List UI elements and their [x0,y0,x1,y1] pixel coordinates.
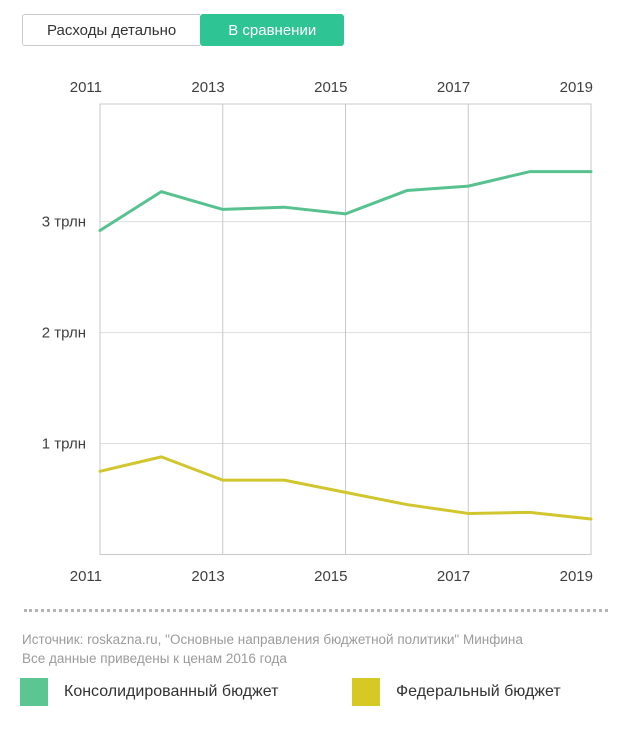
y-tick-label: 2 трлн [42,325,86,342]
y-tick-label: 3 трлн [42,214,86,231]
tab-comparison[interactable]: В сравнении [200,14,345,46]
legend-label-consolidated: Консолидированный бюджет [64,683,279,700]
source-line-2: Все данные приведены к ценам 2016 года [22,651,287,666]
x-tick-label-top: 2017 [437,79,470,96]
x-tick-label-bottom: 2019 [560,568,593,585]
legend-item-consolidated: Консолидированный бюджет [20,678,278,706]
x-tick-label-bottom: 2011 [70,568,102,585]
legend-label-federal: Федеральный бюджет [396,683,561,700]
chart-legend: Консолидированный бюджет Федеральный бюд… [0,678,633,708]
series-line-federal [98,455,593,521]
series-line-consolidated [98,170,593,232]
x-tick-label-top: 2015 [314,79,347,96]
source-line-1: Источник: roskazna.ru, "Основные направл… [22,632,523,647]
consolidated-budget-swatch [20,678,48,706]
x-tick-label-top: 2019 [560,79,593,96]
legend-item-federal: Федеральный бюджет [352,678,561,706]
view-tabs: Расходы детально В сравнении [22,14,345,46]
comparison-line-chart: 3 трлн 2 трлн 1 трлн 2011 2011 2013 2013 2015 20… [42,79,593,585]
y-tick-label: 1 трлн [42,436,86,453]
x-tick-label-top: 2011 [70,79,102,96]
source-note: Источник: roskazna.ru, "Основные направл… [22,630,523,668]
x-tick-label-bottom: 2017 [437,568,470,585]
dotted-divider [24,609,608,612]
x-tick-label-bottom: 2015 [314,568,347,585]
plot-border [99,103,592,555]
tab-expenses-detail[interactable]: Расходы детально [22,14,201,46]
federal-budget-swatch [352,678,380,706]
x-tick-label-bottom: 2013 [191,568,224,585]
x-tick-label-top: 2013 [191,79,224,96]
